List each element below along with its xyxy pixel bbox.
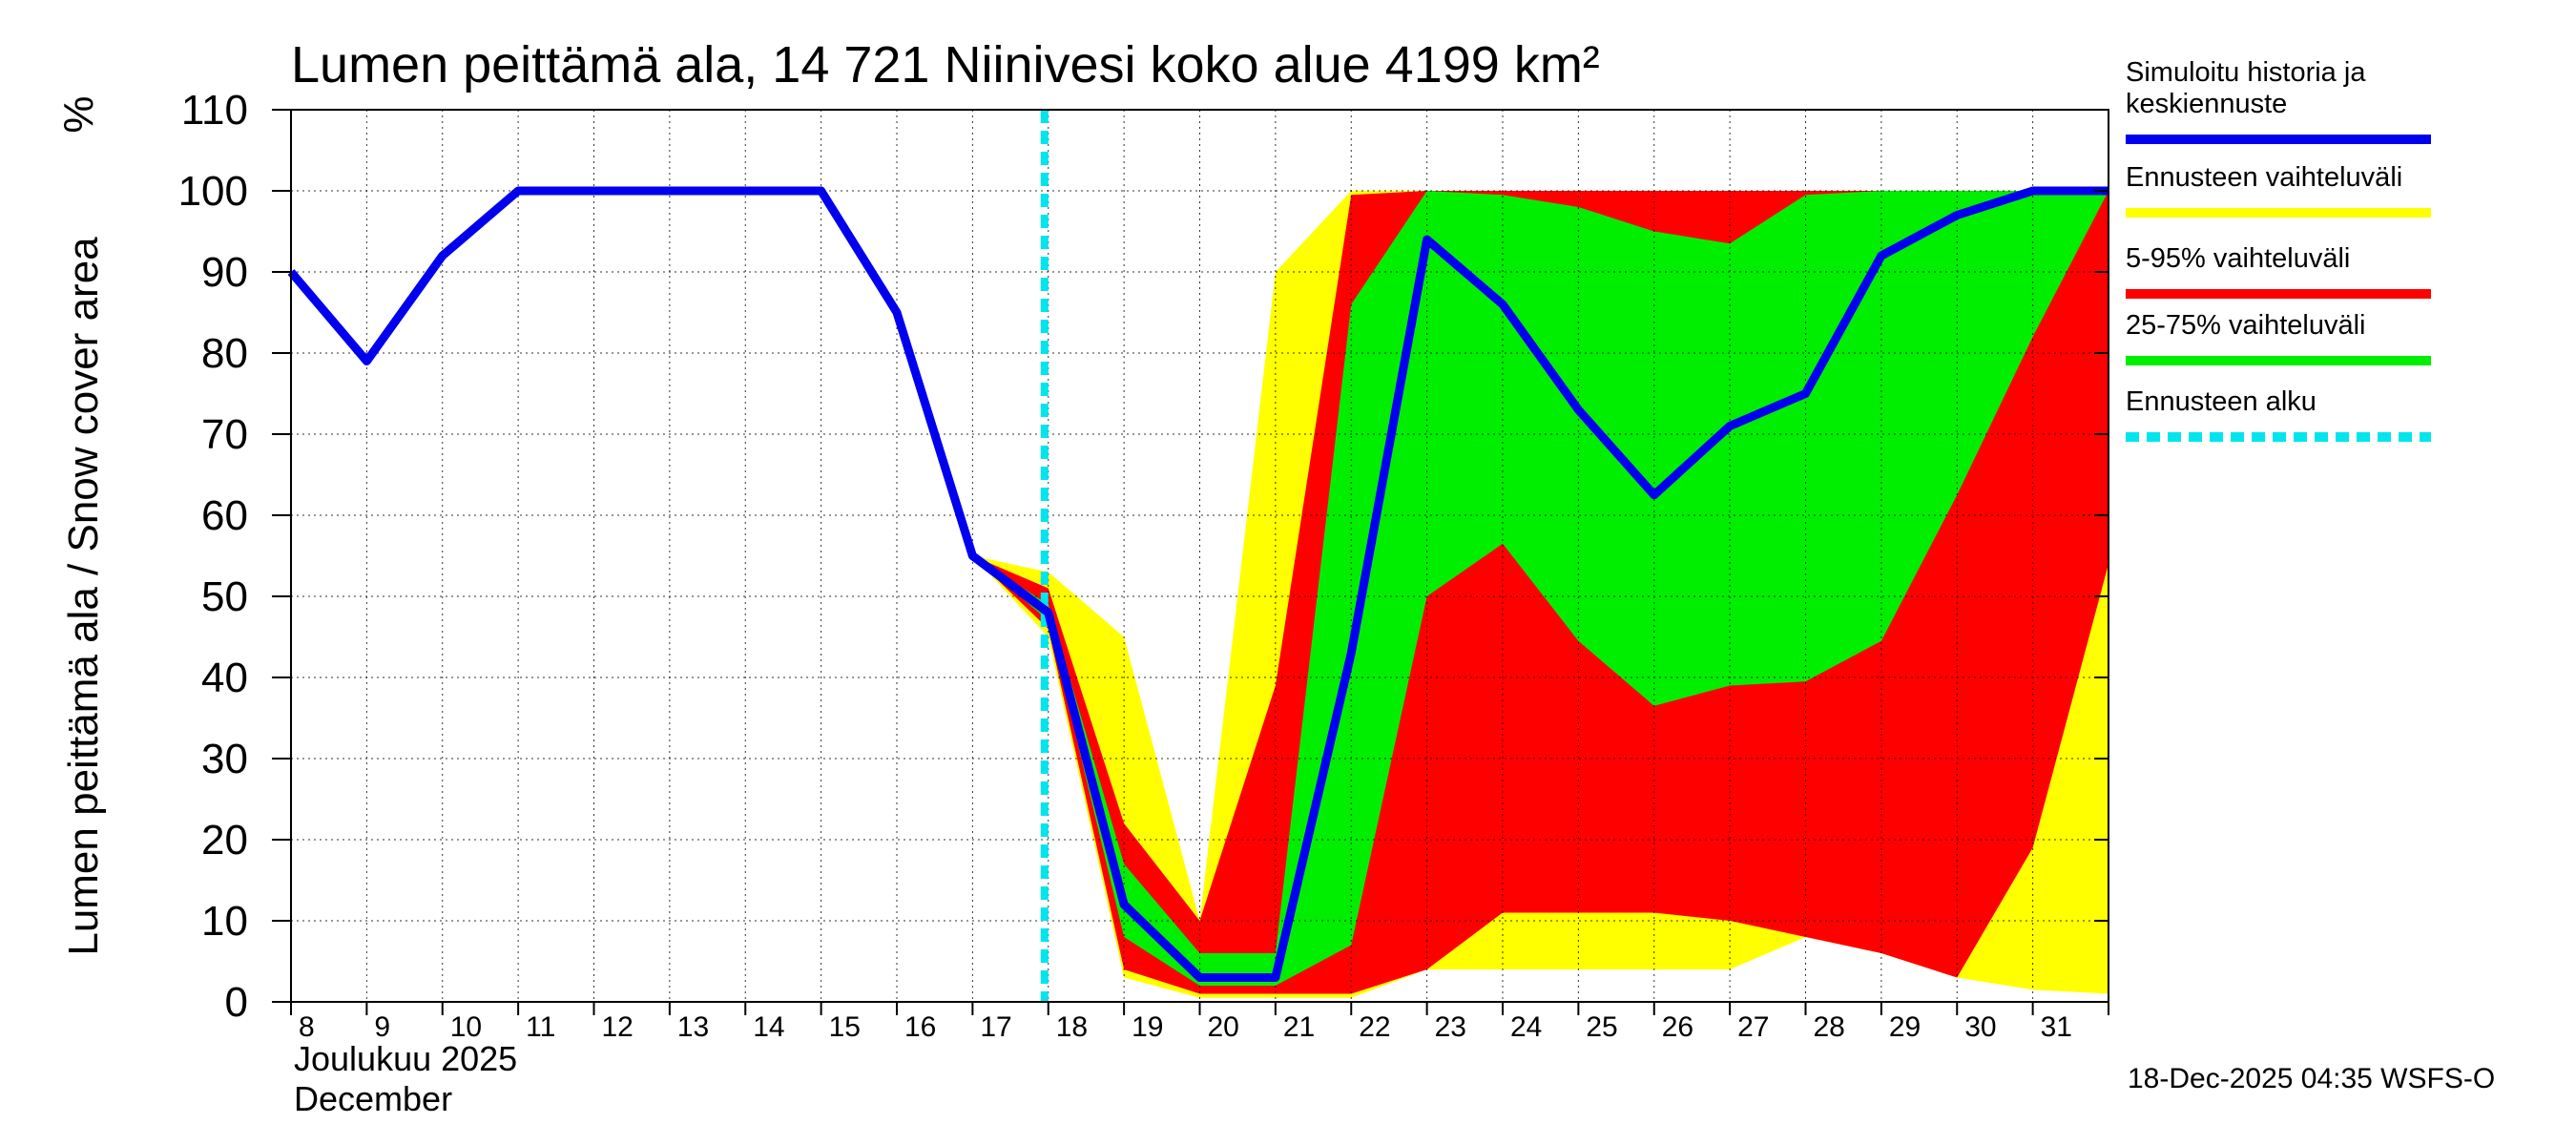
legend-label: keskiennuste (2126, 89, 2287, 119)
y-tick-label: 50 (201, 573, 248, 620)
x-tick-label: 22 (1359, 1011, 1390, 1043)
y-tick-label: 20 (201, 817, 248, 864)
y-tick-label: 40 (201, 655, 248, 701)
x-tick-label: 21 (1283, 1011, 1315, 1043)
y-tick-label: 0 (225, 979, 248, 1026)
legend-label: Simuloitu historia ja (2126, 57, 2366, 88)
y-tick-label: 30 (201, 736, 248, 782)
y-tick-label: 70 (201, 411, 248, 458)
x-tick-label: 23 (1435, 1011, 1466, 1043)
x-tick-label: 11 (526, 1011, 555, 1043)
x-tick-label: 15 (829, 1011, 861, 1043)
axes (272, 109, 2109, 1015)
x-tick-label: 30 (1964, 1011, 1996, 1043)
y-tick-label: 110 (181, 87, 248, 134)
x-tick-label: 9 (374, 1011, 390, 1043)
legend-item-5-95: 5-95% vaihteluväli (2126, 243, 2431, 299)
history-mean-line (287, 186, 2109, 982)
x-tick-label: 10 (450, 1011, 482, 1043)
x-tick-label: 25 (1586, 1011, 1617, 1043)
x-tick-label: 17 (980, 1011, 1011, 1043)
x-tick-label: 24 (1510, 1011, 1542, 1043)
x-tick-label: 27 (1737, 1011, 1769, 1043)
y-tick-label: 90 (201, 249, 248, 296)
x-tick-label: 12 (602, 1011, 634, 1043)
x-tick-label: 20 (1208, 1011, 1239, 1043)
band-25-75 (972, 191, 2109, 986)
series-lines (287, 110, 2109, 1002)
legend-item-forecast-start: Ennusteen alku (2126, 386, 2431, 442)
tick-labels: 0 10 20 30 40 50 60 70 80 90 100 110 8 9 10 11 12 13 14 15 1… (178, 87, 2072, 1043)
legend-label: Ennusteen vaihteluväli (2126, 162, 2402, 193)
x-tick-label: 19 (1132, 1011, 1163, 1043)
y-axis-unit: % (55, 95, 102, 133)
x-tick-label: 31 (2041, 1011, 2072, 1043)
footer-timestamp: 18-Dec-2025 04:35 WSFS-O (2128, 1063, 2495, 1094)
x-tick-label: 18 (1056, 1011, 1088, 1043)
y-tick-label: 10 (201, 898, 248, 945)
plot-area (972, 191, 2109, 998)
x-tick-label: 28 (1814, 1011, 1845, 1043)
y-tick-label: 80 (201, 330, 248, 377)
x-tick-label: 26 (1662, 1011, 1693, 1043)
y-tick-label: 60 (201, 492, 248, 539)
legend-label: Ennusteen alku (2126, 386, 2316, 417)
legend-label: 25-75% vaihteluväli (2126, 310, 2365, 341)
x-tick-label: 16 (904, 1011, 936, 1043)
x-tick-label: 29 (1889, 1011, 1921, 1043)
x-tick-label: 14 (753, 1011, 784, 1043)
y-tick-label: 100 (178, 168, 248, 215)
legend-label: 5-95% vaihteluväli (2126, 243, 2350, 274)
legend-item-25-75: 25-75% vaihteluväli (2126, 310, 2431, 365)
chart-title: Lumen peittämä ala, 14 721 Niinivesi kok… (291, 36, 1600, 94)
x-tick-label: 13 (677, 1011, 709, 1043)
x-axis-month-finnish: Joulukuu 2025 (294, 1039, 517, 1078)
x-tick-label: 8 (299, 1011, 315, 1043)
x-axis-month-english: December (294, 1079, 452, 1118)
y-axis-label: Lumen peittämä ala / Snow cover area (60, 237, 107, 956)
legend-item-total-range: Ennusteen vaihteluväli (2126, 162, 2431, 218)
